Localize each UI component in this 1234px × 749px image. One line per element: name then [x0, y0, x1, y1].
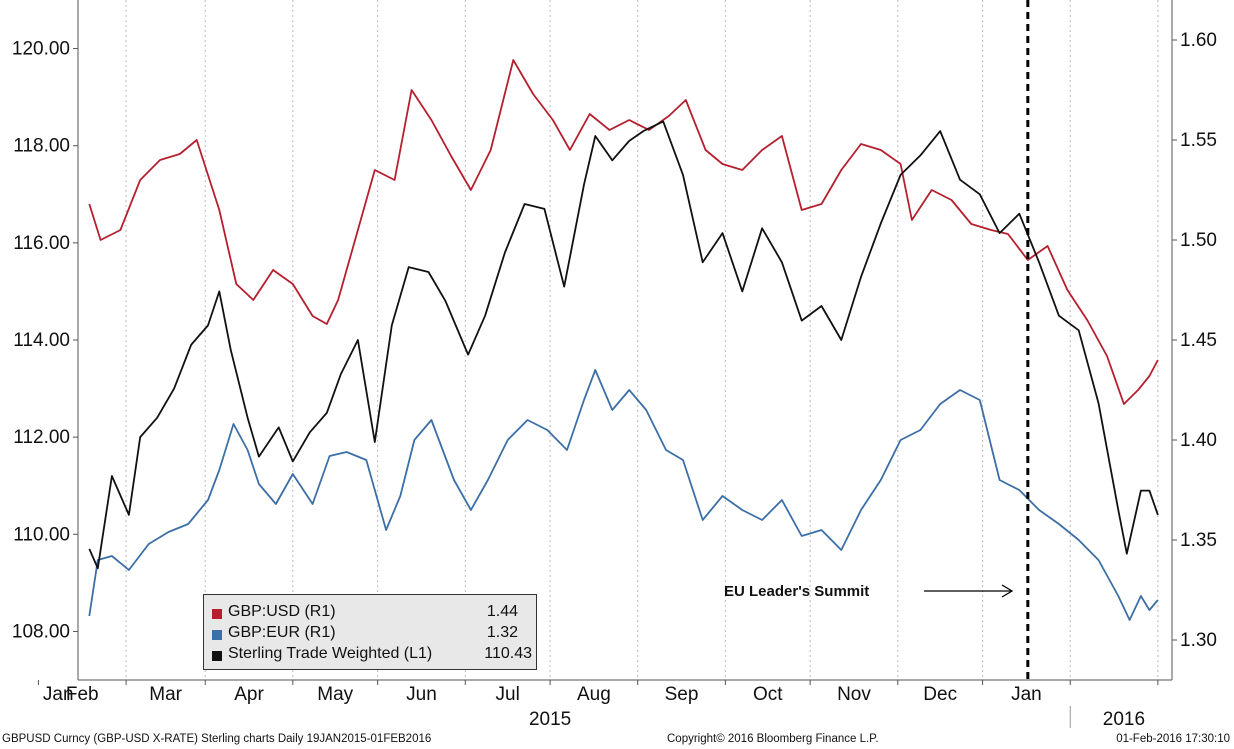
annotation-arrow — [924, 584, 1014, 598]
y-right-tick-label: 1.35 — [1180, 530, 1217, 551]
legend-item-gbpusd: GBP:USD (R1) 1.44 — [212, 603, 532, 623]
x-month-label: Jan — [1011, 684, 1042, 705]
footer-source: GBPUSD Curncy (GBP-USD X-RATE) Sterling … — [2, 733, 432, 745]
y-left-tick-label: 116.00 — [13, 233, 70, 254]
legend-label: Sterling Trade Weighted (L1) — [228, 645, 433, 662]
x-month-label: Jun — [406, 684, 437, 705]
y-left-tick-label: 120.00 — [12, 39, 70, 60]
legend-label: GBP:EUR (R1) — [228, 624, 336, 641]
x-month-label: Sep — [665, 684, 699, 705]
x-month-label: Oct — [753, 684, 783, 705]
y-axis-left: 108.00 110.00 112.00 114.00 116.00 118.00 120.… — [12, 39, 78, 642]
y-left-tick-label: 110.00 — [13, 524, 70, 545]
x-month-label: Mar — [149, 684, 182, 705]
legend-label: GBP:USD (R1) — [228, 603, 336, 620]
x-month-label: Dec — [923, 684, 957, 705]
legend-value: 1.32 — [486, 624, 518, 641]
x-month-label: Apr — [234, 684, 264, 705]
footer-copyright: Copyright© 2016 Bloomberg Finance L.P. — [667, 733, 879, 745]
x-month-label: May — [317, 684, 353, 705]
grid-lines — [125, 0, 1159, 680]
legend-value: 110.43 — [484, 645, 532, 662]
y-axis-right: 1.30 1.35 1.40 1.45 1.50 1.55 1.60 — [1172, 30, 1217, 651]
y-left-tick-label: 112.00 — [13, 427, 70, 448]
y-right-tick-label: 1.60 — [1180, 30, 1217, 51]
legend-swatch-trade-weighted — [212, 651, 222, 661]
y-left-tick-label: 118.00 — [13, 136, 70, 157]
y-right-tick-label: 1.30 — [1180, 630, 1217, 651]
x-month-label: Feb — [66, 684, 99, 705]
y-right-tick-label: 1.50 — [1180, 230, 1217, 251]
footer-timestamp: 01-Feb-2016 17:30:10 — [1116, 733, 1230, 745]
series-line-trade-weighted — [88, 120, 1159, 570]
legend-item-trade-weighted: Sterling Trade Weighted (L1) 110.43 — [212, 645, 532, 665]
y-left-tick-label: 108.00 — [12, 621, 70, 642]
series-line-gbpusd — [88, 59, 1159, 405]
legend-value: 1.44 — [486, 603, 518, 620]
legend-item-gbpeur: GBP:EUR (R1) 1.32 — [212, 624, 532, 644]
series-lines — [88, 59, 1159, 621]
x-year-label: 2016 — [1103, 709, 1145, 730]
series-line-gbpeur — [88, 369, 1159, 621]
x-month-label: Aug — [577, 684, 611, 705]
x-year-label: 2015 — [529, 709, 571, 730]
event-annotation: EU Leader's Summit — [724, 583, 869, 600]
legend-swatch-gbpusd — [212, 609, 222, 619]
x-month-label: Nov — [837, 684, 871, 705]
legend: GBP:USD (R1) 1.44 GBP:EUR (R1) 1.32 Ster… — [203, 594, 537, 670]
y-right-tick-label: 1.45 — [1180, 330, 1217, 351]
legend-swatch-gbpeur — [212, 630, 222, 640]
x-month-label: Jan — [43, 684, 74, 705]
y-right-tick-label: 1.40 — [1180, 430, 1217, 451]
x-month-label: Jul — [496, 684, 520, 705]
y-right-tick-label: 1.55 — [1180, 130, 1217, 151]
y-left-tick-label: 114.00 — [13, 330, 70, 351]
